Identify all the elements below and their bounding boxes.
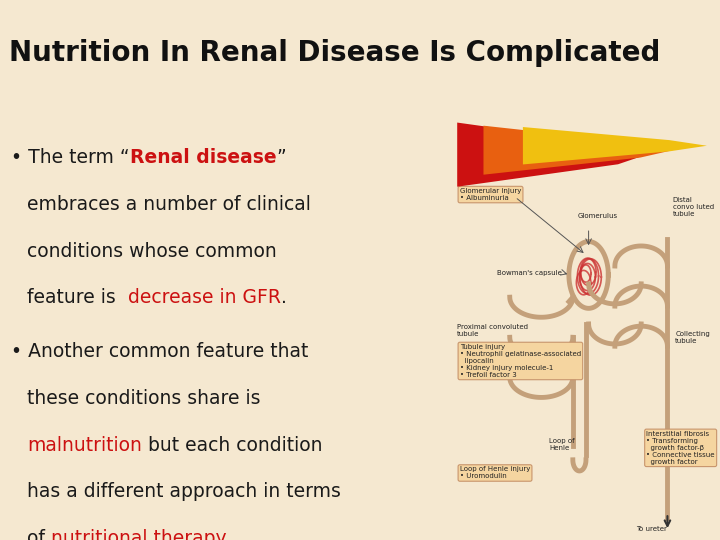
Text: but each condition: but each condition (143, 436, 323, 455)
Text: nutritional therapy: nutritional therapy (51, 529, 227, 540)
Text: Renal disease: Renal disease (130, 148, 276, 167)
Text: • The term “: • The term “ (12, 148, 130, 167)
Text: Interstitial fibrosis
• Transforming
  growth factor-β
• Connective tissue
  gro: Interstitial fibrosis • Transforming gro… (647, 431, 715, 465)
Text: Tubule injury
• Neutrophil gelatinase-associated
  lipocalin
• Kidney injury mol: Tubule injury • Neutrophil gelatinase-as… (460, 344, 581, 378)
Text: ”: ” (276, 148, 286, 167)
Text: conditions whose common: conditions whose common (27, 241, 277, 260)
Text: Glomerular injury
• Albuminuria: Glomerular injury • Albuminuria (460, 188, 521, 201)
Text: feature is: feature is (27, 288, 128, 307)
Text: Glomerulus: Glomerulus (578, 213, 618, 219)
Text: embraces a number of clinical: embraces a number of clinical (27, 195, 311, 214)
Text: Collecting
tubule: Collecting tubule (675, 331, 710, 344)
Text: malnutrition: malnutrition (27, 436, 143, 455)
Text: • Another common feature that: • Another common feature that (12, 342, 309, 361)
Text: of: of (27, 529, 51, 540)
Text: .: . (227, 529, 233, 540)
PathPatch shape (523, 127, 707, 165)
Text: Nutrition In Renal Disease Is Complicated: Nutrition In Renal Disease Is Complicate… (9, 39, 660, 67)
Text: these conditions share is: these conditions share is (27, 389, 261, 408)
Text: Proximal convoluted
tubule: Proximal convoluted tubule (457, 324, 528, 337)
Text: Distal
convo luted
tubule: Distal convo luted tubule (672, 197, 714, 217)
Text: decrease in GFR: decrease in GFR (128, 288, 282, 307)
Text: Loop of
Henle: Loop of Henle (549, 438, 575, 451)
PathPatch shape (484, 126, 672, 175)
PathPatch shape (457, 123, 647, 187)
Text: Loop of Henle injury
• Uromodulin: Loop of Henle injury • Uromodulin (460, 467, 530, 480)
Text: .: . (282, 288, 287, 307)
Text: Bowman's capsule: Bowman's capsule (497, 269, 562, 276)
Text: has a different approach in terms: has a different approach in terms (27, 482, 341, 502)
Text: To ureter: To ureter (636, 526, 667, 532)
